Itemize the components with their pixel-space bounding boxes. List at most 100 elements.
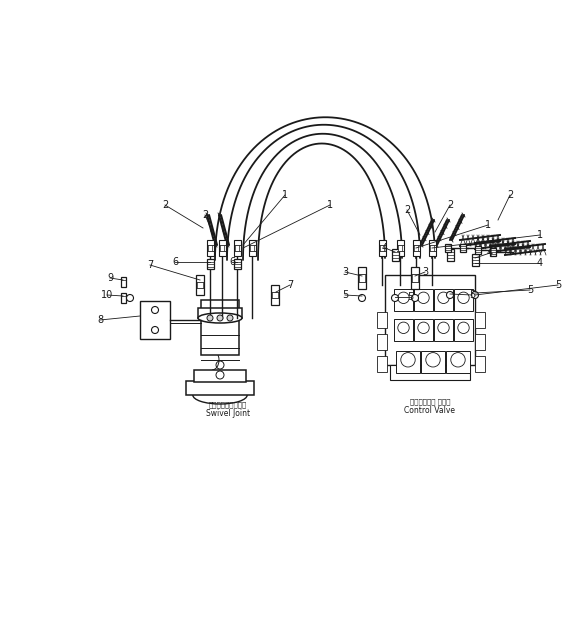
Text: 3: 3 (422, 267, 428, 277)
Bar (475, 356, 485, 372)
Bar (390, 365, 470, 380)
Bar (377, 312, 387, 328)
Text: 1: 1 (485, 220, 491, 230)
Bar (358, 267, 366, 289)
Bar (206, 259, 213, 269)
Circle shape (152, 306, 159, 313)
Bar (121, 293, 125, 303)
Bar (140, 301, 170, 339)
Circle shape (412, 294, 419, 301)
Circle shape (227, 315, 233, 321)
Bar (396, 240, 403, 256)
Bar (421, 351, 445, 373)
Bar (454, 289, 473, 311)
Bar (414, 245, 418, 251)
Text: 4: 4 (487, 248, 493, 258)
Text: 1: 1 (327, 200, 333, 210)
Text: 2: 2 (404, 205, 410, 215)
Text: 5: 5 (407, 292, 413, 302)
Bar (445, 244, 451, 252)
Bar (411, 267, 419, 289)
Bar (475, 334, 485, 350)
Text: 5: 5 (469, 290, 475, 300)
Text: 10: 10 (101, 290, 113, 300)
Circle shape (392, 294, 399, 301)
Bar (414, 319, 433, 341)
Text: スイベルジョイント: スイベルジョイント (209, 401, 247, 408)
Bar (233, 240, 240, 256)
Text: 5: 5 (527, 285, 533, 295)
Text: 1: 1 (282, 190, 288, 200)
Circle shape (152, 326, 159, 333)
Text: 5: 5 (555, 280, 561, 290)
Text: 2: 2 (447, 200, 453, 210)
Bar (475, 312, 485, 328)
Bar (186, 381, 254, 395)
Text: 6: 6 (229, 257, 235, 267)
Bar (250, 245, 255, 251)
Text: Control Valve: Control Valve (405, 406, 456, 415)
Bar (271, 285, 279, 305)
Circle shape (359, 294, 366, 301)
Bar (220, 245, 225, 251)
Text: 1: 1 (537, 230, 543, 240)
Bar (194, 370, 246, 382)
Bar (394, 289, 413, 311)
Bar (233, 259, 240, 269)
Bar (392, 249, 399, 261)
Bar (272, 292, 278, 298)
Bar (429, 240, 436, 256)
Bar (121, 277, 125, 287)
Bar (379, 240, 386, 256)
Text: コントロール バルブ: コントロール バルブ (410, 398, 450, 405)
Circle shape (126, 294, 133, 301)
Bar (472, 254, 479, 266)
Bar (359, 274, 365, 282)
Bar (396, 351, 420, 373)
Text: 9: 9 (107, 273, 113, 283)
Bar (385, 275, 475, 365)
Bar (235, 245, 239, 251)
Bar (412, 274, 417, 282)
Circle shape (217, 315, 223, 321)
Text: Swivel Joint: Swivel Joint (206, 409, 250, 418)
Ellipse shape (198, 313, 242, 323)
Text: 4: 4 (382, 243, 388, 253)
Text: 7: 7 (287, 280, 293, 290)
Bar (434, 289, 453, 311)
Bar (397, 245, 402, 251)
Text: 2: 2 (507, 190, 513, 200)
Bar (198, 308, 242, 318)
Bar (413, 240, 419, 256)
Bar (380, 245, 385, 251)
Bar (198, 282, 203, 288)
Circle shape (472, 291, 479, 299)
Circle shape (207, 315, 213, 321)
Circle shape (446, 291, 453, 299)
Bar (249, 240, 256, 256)
Bar (201, 300, 239, 355)
Bar (434, 319, 453, 341)
Bar (446, 351, 470, 373)
Text: 7: 7 (147, 260, 153, 270)
Bar (475, 246, 481, 254)
Bar (430, 245, 435, 251)
Bar (460, 244, 466, 252)
Text: 4: 4 (537, 258, 543, 268)
Bar (219, 240, 226, 256)
Bar (206, 240, 213, 256)
Text: 5: 5 (342, 290, 348, 300)
Bar (196, 275, 204, 295)
Bar (490, 248, 496, 256)
Bar (377, 334, 387, 350)
Bar (377, 356, 387, 372)
Bar (446, 249, 453, 261)
Text: 8: 8 (97, 315, 103, 325)
Text: 2: 2 (202, 210, 208, 220)
Text: 6: 6 (172, 257, 178, 267)
Bar (414, 289, 433, 311)
Bar (394, 319, 413, 341)
Text: 2: 2 (162, 200, 168, 210)
Text: 3: 3 (342, 267, 348, 277)
Bar (454, 319, 473, 341)
